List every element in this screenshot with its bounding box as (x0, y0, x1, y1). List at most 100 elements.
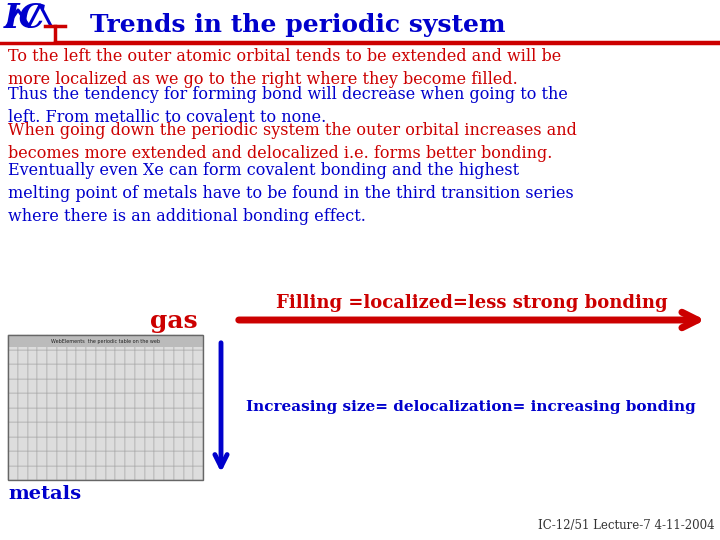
Bar (86, 436, 96, 451)
Bar (193, 379, 203, 393)
Bar (135, 379, 145, 393)
Text: metals: metals (8, 485, 81, 503)
Bar (57, 393, 66, 408)
Bar (76, 408, 86, 422)
Bar (164, 349, 174, 364)
Bar (57, 364, 66, 379)
Bar (18, 465, 27, 480)
Bar (184, 436, 193, 451)
Bar (164, 451, 174, 465)
Bar (47, 393, 57, 408)
Bar (125, 349, 135, 364)
Bar (145, 408, 154, 422)
Bar (135, 393, 145, 408)
Text: gas: gas (150, 309, 198, 333)
Bar (145, 422, 154, 436)
Bar (125, 465, 135, 480)
Bar (115, 364, 125, 379)
Bar (174, 349, 184, 364)
Bar (193, 436, 203, 451)
Bar (96, 393, 106, 408)
Bar (106, 379, 115, 393)
Bar (106, 364, 115, 379)
Bar (66, 349, 76, 364)
Bar (86, 349, 96, 364)
Bar (18, 364, 27, 379)
Bar (135, 422, 145, 436)
Text: Increasing size= delocalization= increasing bonding: Increasing size= delocalization= increas… (246, 401, 696, 415)
Bar (106, 408, 115, 422)
Bar (106, 422, 115, 436)
Bar (174, 393, 184, 408)
Bar (193, 335, 203, 349)
Bar (27, 451, 37, 465)
Bar (125, 422, 135, 436)
Bar (57, 349, 66, 364)
Bar (86, 379, 96, 393)
Bar (96, 436, 106, 451)
Bar (154, 465, 164, 480)
Bar (174, 422, 184, 436)
Bar (174, 465, 184, 480)
Bar (106, 451, 115, 465)
Bar (27, 335, 37, 349)
Bar (145, 335, 154, 349)
Bar (115, 335, 125, 349)
Bar (18, 349, 27, 364)
Bar (37, 393, 47, 408)
Bar (37, 465, 47, 480)
Bar (154, 451, 164, 465)
Bar (96, 379, 106, 393)
Bar (27, 436, 37, 451)
Bar (193, 451, 203, 465)
Bar (8, 422, 18, 436)
Bar (145, 465, 154, 480)
Bar (164, 364, 174, 379)
Bar (8, 465, 18, 480)
Bar (184, 451, 193, 465)
Bar (184, 379, 193, 393)
Bar (135, 349, 145, 364)
Bar (66, 335, 76, 349)
Bar (66, 465, 76, 480)
Bar (66, 408, 76, 422)
Bar (145, 451, 154, 465)
Bar (145, 379, 154, 393)
Bar (66, 436, 76, 451)
Bar (76, 335, 86, 349)
Bar (27, 379, 37, 393)
Bar (164, 408, 174, 422)
Bar (8, 335, 203, 347)
Text: Filling =localized=less strong bonding: Filling =localized=less strong bonding (276, 294, 668, 312)
Bar (18, 408, 27, 422)
Bar (174, 408, 184, 422)
Bar (193, 393, 203, 408)
Bar (57, 422, 66, 436)
Bar (76, 436, 86, 451)
Bar (8, 408, 18, 422)
Bar (145, 349, 154, 364)
Bar (96, 408, 106, 422)
Bar (154, 393, 164, 408)
Bar (184, 465, 193, 480)
Bar (57, 436, 66, 451)
Bar (193, 408, 203, 422)
Bar (8, 364, 18, 379)
Bar (18, 422, 27, 436)
Bar (174, 379, 184, 393)
Bar (18, 451, 27, 465)
Bar (125, 451, 135, 465)
Bar (96, 349, 106, 364)
Bar (18, 436, 27, 451)
Bar (37, 379, 47, 393)
Bar (174, 451, 184, 465)
Bar (27, 465, 37, 480)
Bar (57, 451, 66, 465)
Bar (47, 436, 57, 451)
Bar (18, 393, 27, 408)
Bar (154, 379, 164, 393)
Bar (154, 335, 164, 349)
Bar (8, 349, 18, 364)
Bar (145, 364, 154, 379)
Bar (135, 465, 145, 480)
